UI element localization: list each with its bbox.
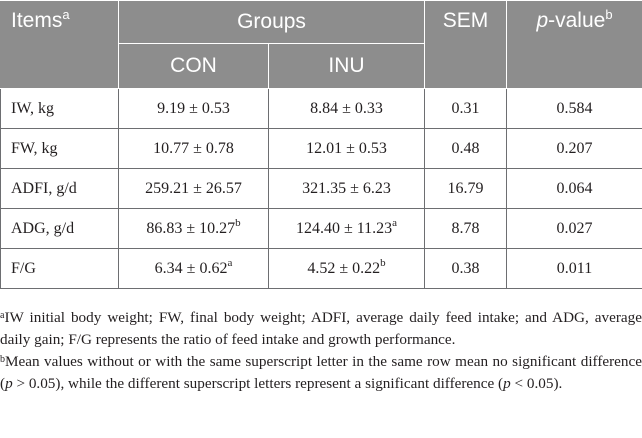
cell-sem: 16.79 (424, 168, 507, 209)
cell-inu: 8.84 ± 0.33 (268, 88, 425, 129)
header-items-footnote-mark: a (62, 7, 70, 22)
table-header: Itemsa Groups SEM p-valueb CON INU (0, 0, 642, 89)
cell-con: 259.21 ± 26.57 (118, 168, 269, 209)
cell-con: 86.83 ± 10.27b (118, 208, 269, 249)
cell-p-value: 0.027 (506, 208, 642, 249)
row-label: ADG, g/d (0, 208, 119, 249)
table-row: ADG, g/d 86.83 ± 10.27b 124.40 ± 11.23a … (0, 208, 642, 249)
cell-value: 9.19 ± 0.53 (157, 99, 230, 117)
header-p-letter: p (536, 9, 549, 32)
cell-value: 6.34 ± 0.62 (154, 259, 228, 277)
cell-value: 124.40 ± 11.23 (295, 219, 393, 237)
cell-value: 12.01 ± 0.53 (306, 139, 387, 157)
footnote-b: bMean values without or with the same su… (0, 351, 642, 395)
header-row-top: Itemsa Groups SEM p-valueb (0, 0, 642, 89)
cell-superscript: b (380, 256, 386, 269)
cell-inu: 124.40 ± 11.23a (268, 208, 425, 249)
cell-p-value: 0.584 (506, 88, 642, 129)
data-table: Itemsa Groups SEM p-valueb CON INU IW, k… (0, 0, 642, 289)
footnote-a-mark: a (0, 310, 5, 321)
cell-value: 8.84 ± 0.33 (310, 99, 383, 117)
cell-superscript: a (392, 216, 398, 229)
row-label: FW, kg (0, 128, 119, 169)
cell-con: 10.77 ± 0.78 (118, 128, 269, 169)
cell-p-value: 0.011 (506, 248, 642, 289)
footnote-b-p-symbol-2: p (503, 375, 511, 392)
table-footnotes: aIW initial body weight; FW, final body … (0, 307, 642, 395)
cell-value: 259.21 ± 26.57 (145, 179, 242, 197)
cell-inu: 321.35 ± 6.23 (268, 168, 425, 209)
table-row: FW, kg 10.77 ± 0.78 12.01 ± 0.53 0.48 0.… (0, 128, 642, 169)
cell-sem: 8.78 (424, 208, 507, 249)
footnote-b-text-3: < 0.05). (510, 375, 563, 392)
header-p-value-footnote-mark: b (605, 7, 613, 22)
cell-inu: 4.52 ± 0.22b (268, 248, 425, 289)
row-label: F/G (0, 248, 119, 289)
header-sem: SEM (424, 0, 507, 89)
header-p-value: p-valueb (506, 0, 642, 89)
header-items-label: Items (11, 9, 63, 32)
footnote-b-p-symbol-1: p (5, 375, 13, 392)
footnote-a-text: IW initial body weight; FW, final body w… (0, 309, 642, 348)
cell-sem: 0.48 (424, 128, 507, 169)
header-groups: Groups (118, 0, 425, 44)
row-label: IW, kg (0, 88, 119, 129)
cell-value: 321.35 ± 6.23 (302, 179, 391, 197)
table-body: IW, kg 9.19 ± 0.53 8.84 ± 0.33 0.31 0.58… (0, 88, 642, 289)
table-row: F/G 6.34 ± 0.62a 4.52 ± 0.22b 0.38 0.011 (0, 248, 642, 289)
header-row-sub: CON INU (1, 43, 642, 89)
cell-p-value: 0.207 (506, 128, 642, 169)
header-group-inu: INU (268, 43, 425, 89)
cell-value: 86.83 ± 10.27 (146, 219, 236, 237)
table-row: ADFI, g/d 259.21 ± 26.57 321.35 ± 6.23 1… (0, 168, 642, 209)
footnote-b-text-1: Mean values without or with the same sup… (0, 353, 642, 392)
cell-value: 10.77 ± 0.78 (153, 139, 234, 157)
cell-value: 4.52 ± 0.22 (307, 259, 381, 277)
cell-superscript: a (227, 256, 233, 269)
footnote-a: aIW initial body weight; FW, final body … (0, 307, 642, 351)
row-label: ADFI, g/d (0, 168, 119, 209)
cell-con: 9.19 ± 0.53 (118, 88, 269, 129)
header-group-con: CON (118, 43, 269, 89)
cell-p-value: 0.064 (506, 168, 642, 209)
table-row: IW, kg 9.19 ± 0.53 8.84 ± 0.33 0.31 0.58… (0, 88, 642, 129)
header-p-value-suffix: -value (548, 9, 606, 32)
header-items: Itemsa (0, 0, 119, 89)
cell-superscript: b (235, 216, 241, 229)
footnote-b-mark: b (0, 354, 5, 365)
cell-con: 6.34 ± 0.62a (118, 248, 269, 289)
cell-sem: 0.31 (424, 88, 507, 129)
cell-inu: 12.01 ± 0.53 (268, 128, 425, 169)
cell-sem: 0.38 (424, 248, 507, 289)
footnote-b-text-2: > 0.05), while the different superscript… (12, 375, 504, 392)
